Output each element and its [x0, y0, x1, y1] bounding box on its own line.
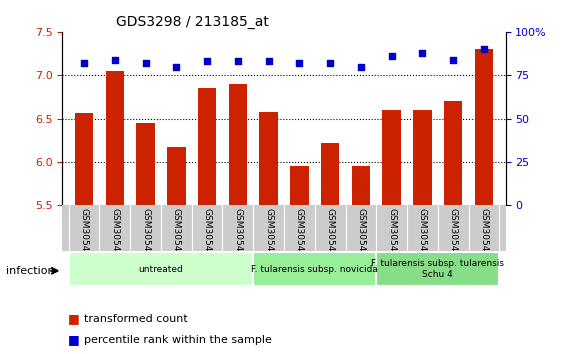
Text: GSM305437: GSM305437 [387, 207, 396, 263]
Text: GSM305435: GSM305435 [356, 207, 365, 263]
Text: ■: ■ [68, 312, 80, 325]
Text: GSM305439: GSM305439 [418, 207, 427, 263]
Text: GSM305434: GSM305434 [141, 207, 150, 262]
Bar [106, 71, 124, 205]
Bar [382, 110, 401, 205]
Bar [167, 147, 186, 205]
Text: GSM305438: GSM305438 [203, 207, 212, 263]
Bar [228, 84, 247, 205]
Bar [198, 88, 216, 205]
Point [479, 46, 488, 52]
Text: GSM305432: GSM305432 [110, 207, 119, 262]
Bar [475, 49, 493, 205]
Bar [376, 252, 499, 286]
Bar [260, 112, 278, 205]
Point [356, 64, 365, 69]
Text: GSM305440: GSM305440 [233, 207, 243, 262]
Text: GSM305433: GSM305433 [325, 207, 335, 263]
Bar [321, 143, 340, 205]
Bar [136, 123, 154, 205]
Text: ■: ■ [68, 333, 80, 346]
Text: GSM305430: GSM305430 [80, 207, 89, 263]
Text: GSM305441: GSM305441 [449, 207, 458, 262]
Text: GSM305436: GSM305436 [172, 207, 181, 263]
Text: percentile rank within the sample: percentile rank within the sample [84, 335, 272, 345]
Point [203, 58, 212, 64]
Text: GSM305429: GSM305429 [264, 207, 273, 262]
Bar [69, 252, 253, 286]
Text: transformed count: transformed count [84, 314, 188, 324]
Point [141, 60, 150, 66]
Bar [444, 101, 462, 205]
Text: GSM305442: GSM305442 [479, 207, 488, 262]
Text: untreated: untreated [139, 264, 183, 274]
Point [418, 50, 427, 56]
Bar [253, 252, 377, 286]
Text: F. tularensis subsp. novicida: F. tularensis subsp. novicida [251, 264, 378, 274]
Bar [413, 110, 432, 205]
Point [449, 57, 458, 62]
Bar [75, 113, 93, 205]
Point [233, 58, 243, 64]
Text: F. tularensis subsp. tularensis
Schu 4: F. tularensis subsp. tularensis Schu 4 [371, 259, 504, 279]
Text: GSM305431: GSM305431 [295, 207, 304, 263]
Text: infection: infection [6, 266, 55, 276]
Bar [290, 166, 308, 205]
Point [264, 58, 273, 64]
Point [110, 57, 119, 62]
Point [172, 64, 181, 69]
Point [325, 60, 335, 66]
Point [295, 60, 304, 66]
Point [387, 53, 396, 59]
Bar [352, 166, 370, 205]
Text: GDS3298 / 213185_at: GDS3298 / 213185_at [116, 16, 269, 29]
Point [80, 60, 89, 66]
